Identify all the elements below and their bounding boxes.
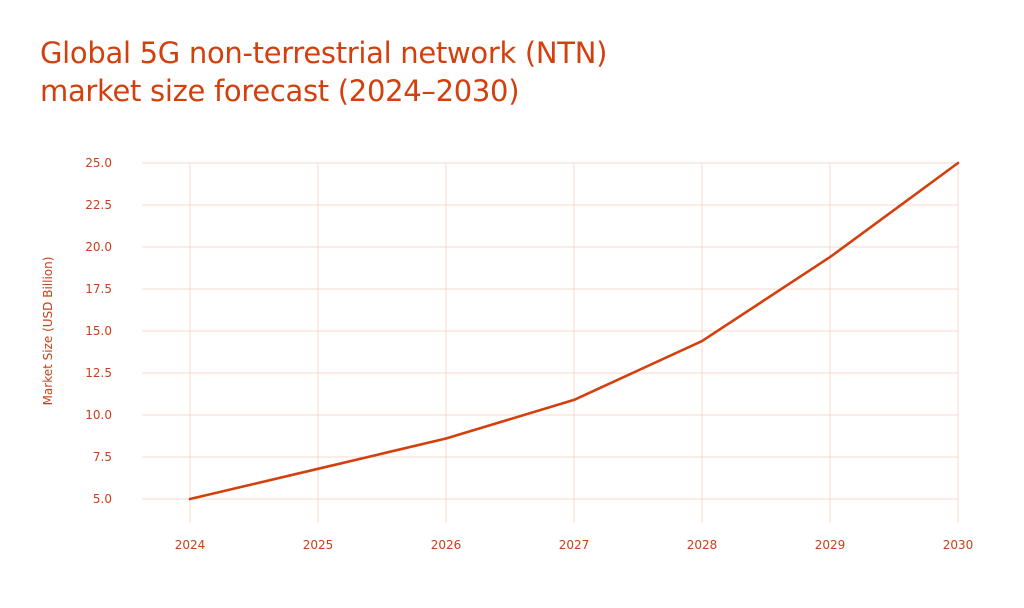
chart-title-line-1: Global 5G non-terrestrial network (NTN) [40, 36, 608, 70]
y-tick-label: 7.5 [93, 450, 112, 464]
y-tick-label: 20.0 [85, 240, 112, 254]
chart-title: Global 5G non-terrestrial network (NTN) … [40, 34, 607, 110]
y-axis-ticks: 5.0 7.5 10.0 12.5 15.0 17.5 20.0 22.5 25.0 [85, 156, 112, 506]
x-tick-label: 2030 [943, 538, 974, 552]
series-line [188, 161, 960, 501]
x-axis-ticks: 2024 2025 2026 2027 2028 2029 2030 [175, 538, 974, 552]
x-tick-label: 2024 [175, 538, 206, 552]
y-tick-label: 12.5 [85, 366, 112, 380]
y-tick-label: 22.5 [85, 198, 112, 212]
x-tick-label: 2025 [303, 538, 334, 552]
x-tick-label: 2029 [815, 538, 846, 552]
x-tick-label: 2027 [559, 538, 590, 552]
y-tick-label: 5.0 [93, 492, 112, 506]
y-tick-label: 25.0 [85, 156, 112, 170]
chart-grid [142, 162, 959, 522]
y-axis-label: Market Size (USD Billion) [41, 257, 55, 406]
y-tick-label: 10.0 [85, 408, 112, 422]
y-tick-label: 15.0 [85, 324, 112, 338]
y-tick-label: 17.5 [85, 282, 112, 296]
chart-series [188, 161, 960, 501]
x-tick-label: 2028 [687, 538, 718, 552]
x-tick-label: 2026 [431, 538, 462, 552]
chart-title-line-2: market size forecast (2024–2030) [40, 74, 520, 108]
